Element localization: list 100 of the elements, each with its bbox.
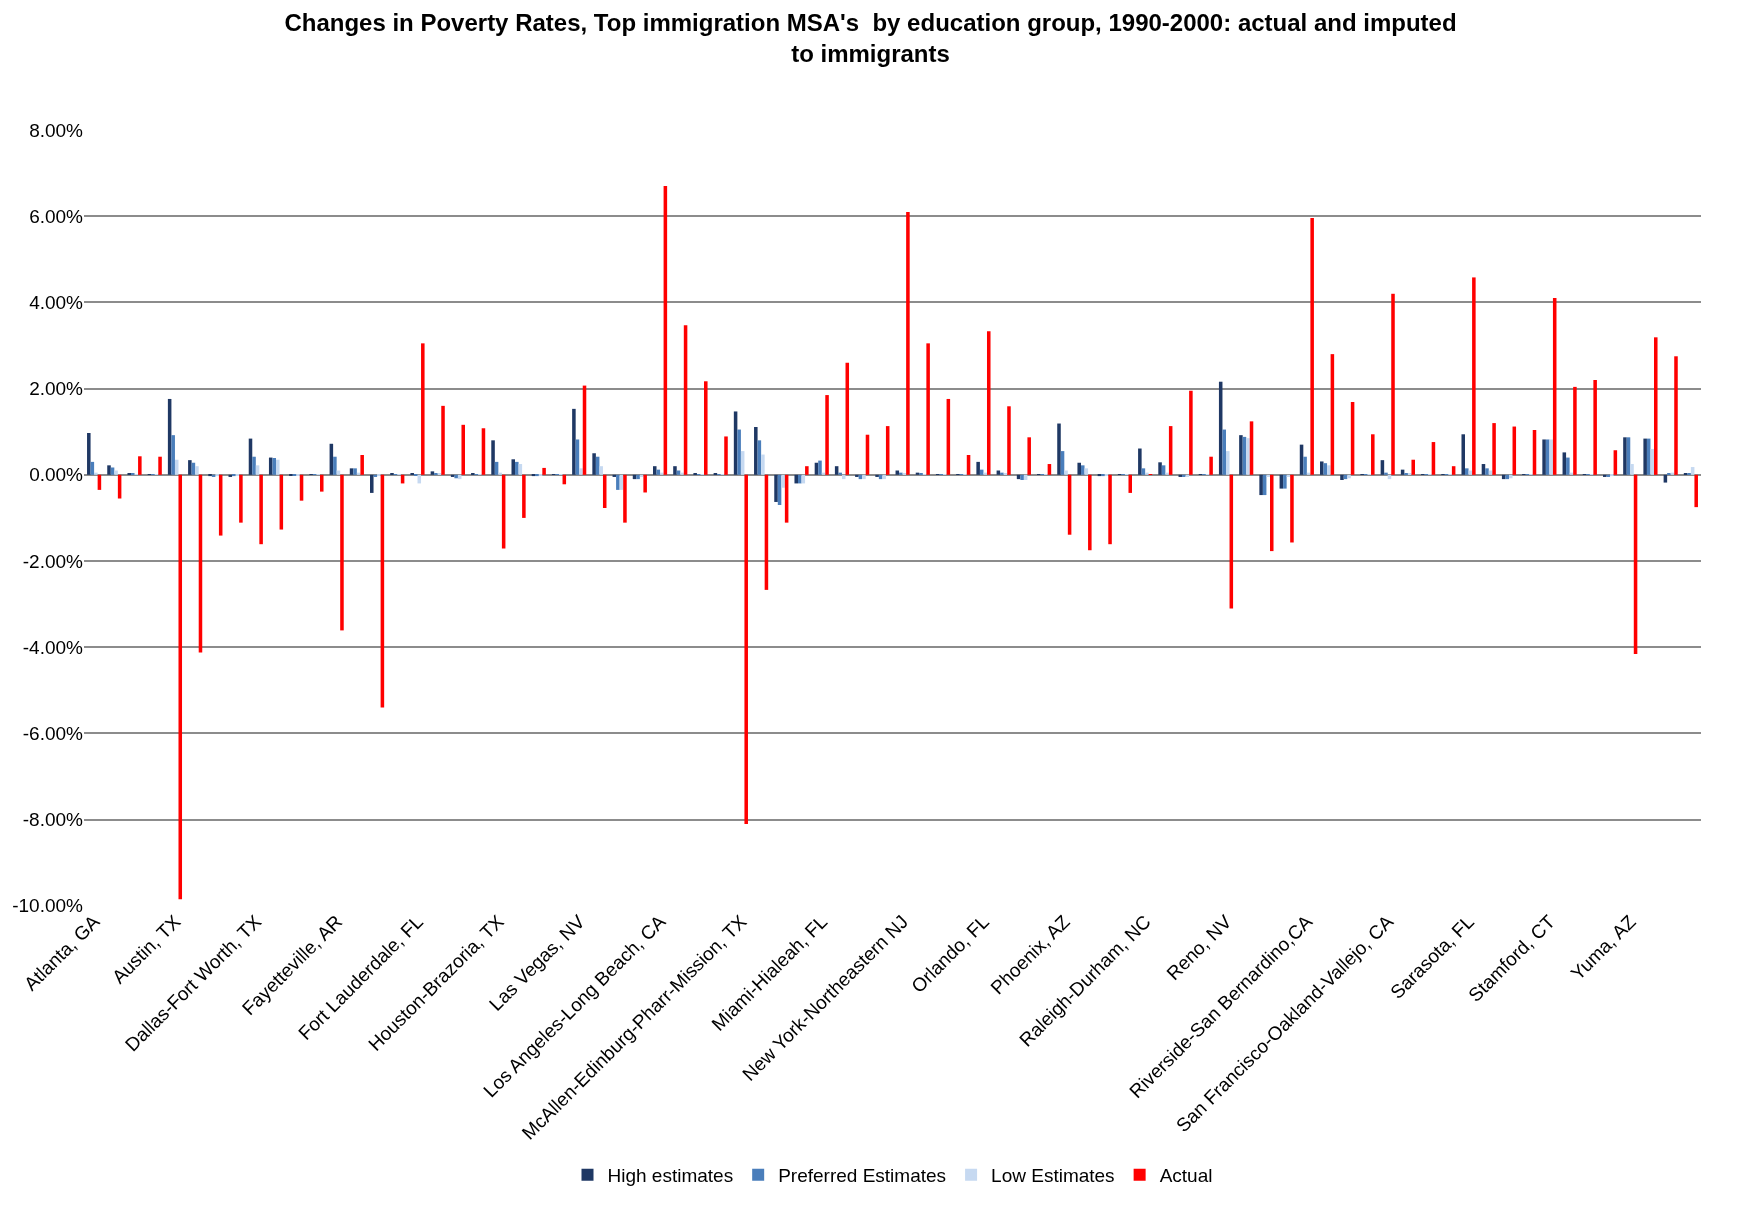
bar — [579, 468, 583, 475]
bar — [761, 454, 765, 475]
bar — [1643, 438, 1647, 475]
bar — [1340, 474, 1344, 480]
bar — [1182, 474, 1186, 477]
bar — [737, 429, 741, 475]
bar — [107, 465, 111, 475]
bar — [349, 468, 354, 475]
bar — [1246, 438, 1250, 475]
bar — [158, 456, 162, 475]
legend-label: Low Estimates — [991, 1165, 1115, 1187]
bar — [1027, 437, 1031, 475]
bar — [754, 426, 758, 475]
bar — [805, 466, 809, 475]
bar — [1165, 472, 1169, 475]
bar — [818, 460, 822, 475]
bar — [1158, 462, 1162, 475]
y-tick-label: -2.00% — [22, 550, 84, 572]
bar — [1347, 474, 1351, 479]
bar — [1505, 474, 1509, 480]
bar — [1259, 474, 1263, 496]
bar — [1222, 429, 1227, 475]
bar — [430, 471, 435, 475]
bar — [1084, 468, 1089, 475]
bar — [1189, 390, 1193, 475]
bar — [171, 435, 175, 475]
y-tick-label: -10.00% — [12, 895, 84, 917]
bar — [1283, 474, 1287, 489]
legend-label: Actual — [1159, 1165, 1213, 1187]
bar — [1303, 456, 1307, 475]
bar — [983, 472, 987, 475]
bar — [333, 456, 337, 475]
bar — [522, 474, 526, 518]
bar — [680, 472, 684, 475]
bar — [511, 459, 516, 475]
bar — [215, 474, 219, 477]
bar — [1141, 468, 1146, 475]
bar — [899, 472, 903, 475]
bar — [623, 474, 627, 523]
bar — [875, 474, 879, 477]
y-tick-label: 0.00% — [29, 464, 84, 486]
bar — [906, 211, 910, 475]
bar — [636, 474, 640, 480]
bar — [838, 472, 842, 475]
y-tick-label: 6.00% — [29, 205, 84, 227]
bar — [862, 474, 866, 480]
bar — [1549, 439, 1553, 475]
bar — [1138, 448, 1142, 475]
bar — [138, 456, 142, 475]
bar — [660, 472, 664, 475]
bar — [319, 474, 324, 492]
bar — [1327, 465, 1331, 475]
bar — [498, 472, 502, 475]
y-tick-label: 8.00% — [29, 119, 84, 141]
y-tick-label: -6.00% — [22, 723, 84, 745]
bar — [421, 343, 425, 475]
bar — [1485, 468, 1489, 475]
bar — [781, 474, 785, 488]
bar — [340, 474, 344, 631]
bar — [673, 466, 677, 475]
bar — [208, 474, 212, 477]
bar — [1623, 437, 1627, 475]
bar — [178, 474, 183, 900]
bar — [1007, 406, 1011, 475]
bar — [491, 440, 495, 475]
bar — [1573, 386, 1577, 475]
y-tick-label: -4.00% — [22, 636, 84, 658]
bar — [1650, 448, 1655, 475]
bar — [825, 395, 829, 475]
bar — [1384, 472, 1388, 475]
bar — [1674, 356, 1678, 475]
bar — [239, 474, 243, 523]
bar — [1108, 474, 1112, 545]
bar — [441, 405, 445, 475]
bar — [986, 331, 991, 475]
bar — [252, 456, 256, 475]
bar — [1088, 474, 1092, 551]
bar — [592, 453, 596, 475]
bar — [94, 472, 98, 475]
bar — [272, 458, 277, 475]
bar — [1566, 457, 1570, 475]
bar — [360, 454, 364, 475]
bar — [1508, 474, 1513, 479]
bar — [114, 470, 118, 475]
bar — [1064, 470, 1068, 475]
bar — [1542, 439, 1546, 475]
bar — [1266, 474, 1270, 477]
bar — [1077, 462, 1081, 475]
bar — [1128, 474, 1133, 493]
bar — [976, 461, 980, 475]
bar — [798, 474, 802, 484]
bar — [794, 474, 799, 484]
bar — [1239, 435, 1243, 475]
bar — [774, 474, 778, 502]
bar — [110, 467, 115, 475]
bar — [1080, 465, 1085, 475]
chart-title: Changes in Poverty Rates, Top immigration MSA's by education group, 1990-2000: actual and imputed to immigrants — [284, 9, 1457, 68]
bar — [1209, 456, 1213, 475]
bar — [1461, 434, 1466, 475]
bar — [643, 474, 647, 493]
